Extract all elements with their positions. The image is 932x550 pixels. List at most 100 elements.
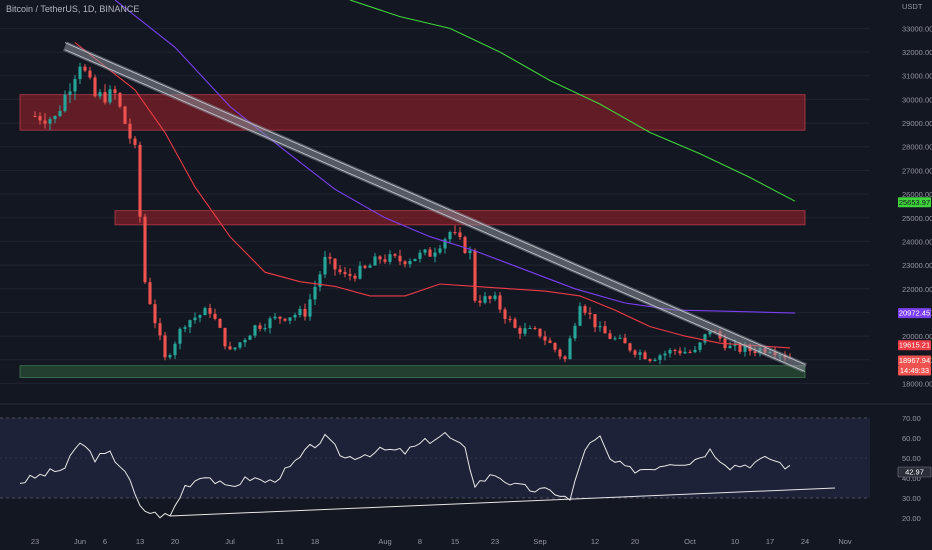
rsi-current-label: 42.97 xyxy=(905,468,924,477)
candle-body xyxy=(438,248,442,253)
candle-body xyxy=(408,261,412,265)
chart-title: Bitcoin / TetherUS, 1D, BINANCE xyxy=(6,4,139,14)
candle-body xyxy=(118,93,122,107)
candle-body xyxy=(183,327,187,329)
candle-body xyxy=(508,318,512,320)
rsi-pane[interactable] xyxy=(0,417,870,519)
candle-body xyxy=(633,350,637,355)
candle-body xyxy=(383,259,387,262)
candle-body xyxy=(668,349,672,354)
candle-body xyxy=(608,333,612,339)
price-badge-label: 14:49:33 xyxy=(900,366,929,375)
candle-body xyxy=(98,92,102,97)
candle-body xyxy=(93,77,97,97)
x-tick-label: 11 xyxy=(276,537,284,546)
rsi-tick-label: 60.00 xyxy=(902,434,921,443)
candle-body xyxy=(623,337,627,344)
candle-body xyxy=(43,120,47,124)
candle-body xyxy=(258,325,262,329)
candle-body xyxy=(58,111,62,116)
candle-body xyxy=(198,315,202,318)
candle-body xyxy=(483,296,487,303)
rsi-tick-label: 20.00 xyxy=(902,514,921,523)
candle-body xyxy=(413,258,417,262)
candle-body xyxy=(583,306,587,313)
candle-body xyxy=(523,328,527,334)
candle-body xyxy=(358,265,362,279)
candle-body xyxy=(168,355,172,358)
x-tick-label: 12 xyxy=(591,537,599,546)
y-tick-label: 24000.00 xyxy=(902,237,932,246)
candle-body xyxy=(153,304,157,324)
candle-body xyxy=(738,343,742,352)
x-tick-label: 24 xyxy=(801,537,809,546)
candle-body xyxy=(673,349,677,351)
candle-body xyxy=(78,66,82,80)
candle-body xyxy=(678,350,682,354)
candle-body xyxy=(458,232,462,238)
candle-body xyxy=(328,256,332,259)
y-tick-label: 32000.00 xyxy=(902,48,932,57)
candle-body xyxy=(473,250,477,301)
candle-body xyxy=(693,349,697,353)
x-tick-label: Oct xyxy=(684,537,697,546)
x-tick-label: 20 xyxy=(171,537,179,546)
candle-body xyxy=(188,320,192,328)
moving-average-1 xyxy=(74,42,791,349)
candle-body xyxy=(708,331,712,335)
candle-body xyxy=(193,317,197,321)
candle-body xyxy=(653,359,657,361)
candle-body xyxy=(48,119,52,124)
y-tick-label: 28000.00 xyxy=(902,143,932,152)
candle-body xyxy=(543,336,547,341)
candle-body xyxy=(283,318,287,321)
candle-body xyxy=(353,275,357,279)
candle-body xyxy=(518,327,522,334)
x-tick-label: Jul xyxy=(225,537,235,546)
candle-body xyxy=(378,256,382,260)
x-tick-label: 10 xyxy=(731,537,739,546)
candle-body xyxy=(598,326,602,328)
candle-body xyxy=(263,328,267,330)
candle-body xyxy=(663,353,667,356)
x-tick-label: 23 xyxy=(491,537,499,546)
candle-body xyxy=(323,256,327,275)
x-tick-label: 23 xyxy=(31,537,39,546)
candle-body xyxy=(343,272,347,274)
candle-body xyxy=(313,286,317,300)
candle-body xyxy=(293,314,297,318)
y-tick-label: 33000.00 xyxy=(902,24,932,33)
candle-body xyxy=(578,306,582,326)
descending-trendline[interactable] xyxy=(63,41,807,373)
x-tick-label: 13 xyxy=(136,537,144,546)
candle-body xyxy=(588,312,592,315)
candle-body xyxy=(418,252,422,259)
candle-body xyxy=(238,342,242,348)
rsi-trendline[interactable] xyxy=(169,487,836,517)
candle-body xyxy=(658,355,662,360)
candle-body xyxy=(753,351,757,354)
candle-body xyxy=(203,308,207,316)
rsi-tick-label: 30.00 xyxy=(902,494,921,503)
candle-body xyxy=(643,352,647,360)
candle-body xyxy=(243,339,247,343)
candle-body xyxy=(593,314,597,328)
candle-body xyxy=(288,317,292,321)
y-axis-unit: USDT xyxy=(902,2,923,11)
candle-body xyxy=(703,334,707,343)
x-tick-label: 15 xyxy=(451,537,459,546)
candle-body xyxy=(403,261,407,265)
candle-body xyxy=(38,116,42,121)
price-badge-label: 19615.21 xyxy=(899,341,930,350)
candle-body xyxy=(373,256,377,266)
candle-body xyxy=(388,254,392,262)
rsi-tick-label: 70.00 xyxy=(902,414,921,423)
candle-body xyxy=(513,319,517,328)
candle-body xyxy=(158,323,162,336)
candle-body xyxy=(743,345,747,352)
candle-body xyxy=(603,326,607,334)
candle-body xyxy=(63,94,67,112)
price-badge xyxy=(898,197,931,208)
price-pane[interactable] xyxy=(0,0,870,384)
